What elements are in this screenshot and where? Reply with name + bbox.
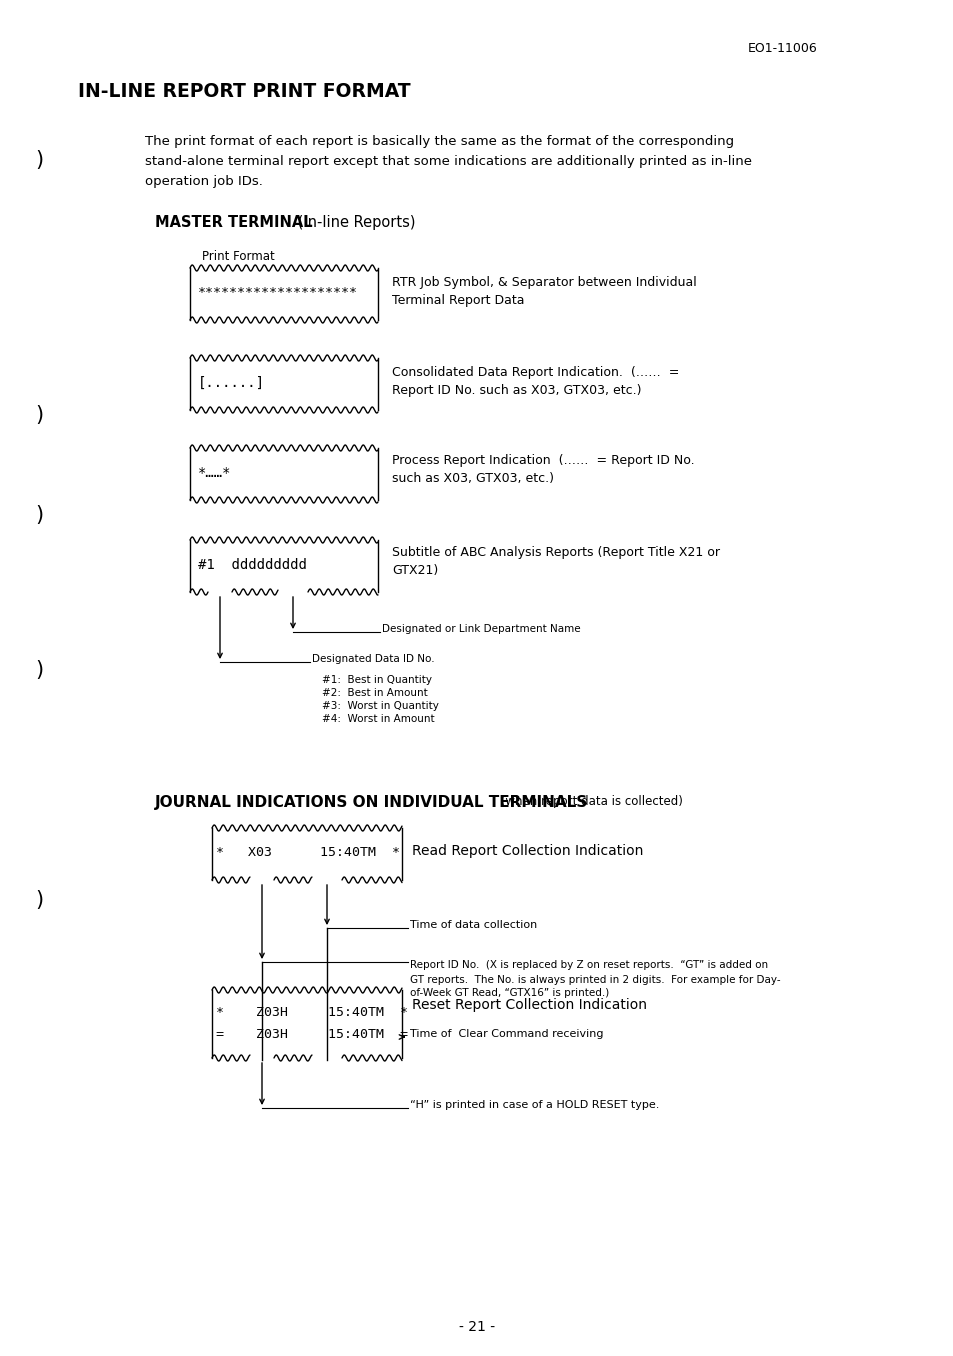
Text: GTX21): GTX21) [392,564,437,578]
Text: #2:  Best in Amount: #2: Best in Amount [322,687,427,698]
Text: [......]: [......] [198,376,265,391]
Text: Report ID No.  (X is replaced by Z on reset reports.  “GT” is added on: Report ID No. (X is replaced by Z on res… [410,960,767,970]
Text: Reset Report Collection Indication: Reset Report Collection Indication [412,998,646,1012]
Text: Terminal Report Data: Terminal Report Data [392,294,524,306]
Text: MASTER TERMINAL: MASTER TERMINAL [154,216,313,231]
Text: Report ID No. such as X03, GTX03, etc.): Report ID No. such as X03, GTX03, etc.) [392,384,640,397]
Text: Time of  Clear Command receiving: Time of Clear Command receiving [410,1029,603,1039]
Text: *   X03      15:40TM  *: * X03 15:40TM * [215,846,399,858]
Text: JOURNAL INDICATIONS ON INDIVIDUAL TERMINALS: JOURNAL INDICATIONS ON INDIVIDUAL TERMIN… [154,795,588,810]
Text: Designated or Link Department Name: Designated or Link Department Name [381,624,580,635]
Text: stand-alone terminal report except that some indications are additionally printe: stand-alone terminal report except that … [145,155,751,168]
Text: Time of data collection: Time of data collection [410,919,537,930]
Text: EO1-11006: EO1-11006 [747,42,817,56]
Text: *    Z03H     15:40TM  *: * Z03H 15:40TM * [215,1006,408,1018]
Text: ): ) [35,504,43,525]
Text: Print Format: Print Format [202,250,274,263]
Text: (when report data is collected): (when report data is collected) [497,795,682,808]
Text: “H” is printed in case of a HOLD RESET type.: “H” is printed in case of a HOLD RESET t… [410,1100,659,1111]
Text: operation job IDs.: operation job IDs. [145,175,263,188]
Text: - 21 -: - 21 - [458,1319,495,1334]
Text: IN-LINE REPORT PRINT FORMAT: IN-LINE REPORT PRINT FORMAT [78,81,410,100]
Text: ********************: ******************** [198,286,357,300]
Text: (In-line Reports): (In-line Reports) [293,216,416,231]
Text: Process Report Indication  (……  = Report ID No.: Process Report Indication (…… = Report I… [392,454,694,466]
Text: ): ) [35,405,43,424]
Text: ): ) [35,890,43,910]
Text: Designated Data ID No.: Designated Data ID No. [312,654,435,664]
Text: RTR Job Symbol, & Separator between Individual: RTR Job Symbol, & Separator between Indi… [392,277,696,289]
Text: =    Z03H     15:40TM  =: = Z03H 15:40TM = [215,1028,408,1041]
Text: GT reports.  The No. is always printed in 2 digits.  For example for Day-: GT reports. The No. is always printed in… [410,975,780,984]
Text: #1  ddddddddd: #1 ddddddddd [198,559,307,572]
Text: Consolidated Data Report Indication.  (……  =: Consolidated Data Report Indication. (……… [392,366,679,378]
Text: Read Report Collection Indication: Read Report Collection Indication [412,843,642,858]
Text: #1:  Best in Quantity: #1: Best in Quantity [322,675,432,685]
Text: ): ) [35,151,43,170]
Text: #4:  Worst in Amount: #4: Worst in Amount [322,715,435,724]
Text: #3:  Worst in Quantity: #3: Worst in Quantity [322,701,438,711]
Text: *……*: *……* [198,466,232,480]
Text: ): ) [35,660,43,679]
Text: The print format of each report is basically the same as the format of the corre: The print format of each report is basic… [145,136,734,148]
Text: Subtitle of ABC Analysis Reports (Report Title X21 or: Subtitle of ABC Analysis Reports (Report… [392,546,720,559]
Text: of-Week GT Read, “GTX16” is printed.): of-Week GT Read, “GTX16” is printed.) [410,989,609,998]
Text: such as X03, GTX03, etc.): such as X03, GTX03, etc.) [392,472,554,485]
